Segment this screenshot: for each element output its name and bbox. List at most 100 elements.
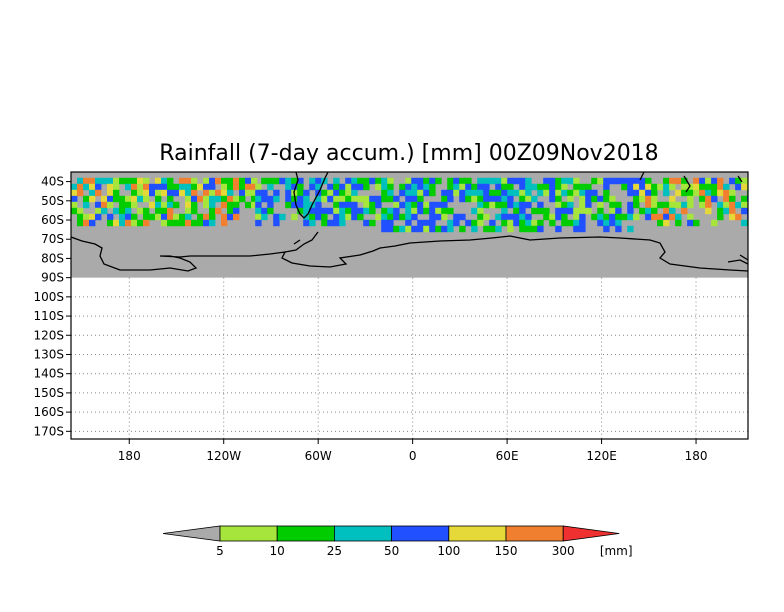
rain-cell <box>459 189 466 197</box>
rain-cell <box>675 177 682 185</box>
rain-cell <box>477 207 484 215</box>
x-tick-label: 180 <box>118 449 141 463</box>
rain-cell <box>227 177 234 185</box>
rain-cell <box>83 177 90 185</box>
rain-cell <box>453 177 460 185</box>
rain-cell <box>321 219 328 227</box>
rain-cell <box>699 183 706 191</box>
rain-cell <box>333 195 340 203</box>
rain-cell <box>567 201 574 209</box>
rain-cell <box>251 177 258 185</box>
rain-cell <box>453 219 460 227</box>
colorbar-box <box>333 525 392 542</box>
rain-cell <box>239 195 246 203</box>
chart-title: Rainfall (7-day accum.) [mm] 00Z09Nov201… <box>159 141 658 166</box>
rain-cell <box>137 189 144 197</box>
rain-cell <box>209 177 216 185</box>
rain-cell <box>113 183 120 191</box>
rain-cell <box>435 201 442 209</box>
y-tick-label: 110S <box>33 309 64 323</box>
rain-cell <box>179 177 186 185</box>
rain-cell <box>215 207 222 215</box>
rain-cell <box>233 213 240 221</box>
rain-cell <box>333 201 340 209</box>
y-tick-label: 100S <box>33 290 64 304</box>
rain-cell <box>363 207 370 215</box>
rain-cell <box>423 201 430 209</box>
rain-cell <box>333 213 340 221</box>
rain-cell <box>567 177 574 185</box>
rain-cell <box>525 219 532 227</box>
rain-cell <box>381 219 388 227</box>
rain-cell <box>161 177 168 185</box>
rain-cell <box>333 189 340 197</box>
rain-cell <box>711 177 718 185</box>
rain-cell <box>251 195 258 203</box>
rain-cell <box>447 195 454 203</box>
rain-cell <box>339 207 346 215</box>
rain-cell <box>261 195 268 203</box>
rain-cell <box>107 177 114 185</box>
rain-cell <box>663 189 670 197</box>
rain-cell <box>83 183 90 191</box>
rain-cell <box>447 189 454 197</box>
rain-cell <box>167 177 174 185</box>
rain-cell <box>573 183 580 191</box>
rain-cell <box>113 195 120 203</box>
rain-cell <box>471 195 478 203</box>
rain-cell <box>507 219 514 227</box>
rain-cell <box>513 177 520 185</box>
rain-cell <box>273 219 280 227</box>
rain-cell <box>561 183 568 191</box>
rain-cell <box>609 213 616 221</box>
rain-cell <box>525 213 532 221</box>
rain-cell <box>233 201 240 209</box>
rain-cell <box>221 189 228 197</box>
rain-cell <box>345 177 352 185</box>
rain-cell <box>531 195 538 203</box>
rain-cell <box>167 201 174 209</box>
rain-cell <box>429 225 436 233</box>
rain-cell <box>215 189 222 197</box>
rain-cell <box>167 183 174 191</box>
rain-cell <box>717 207 724 215</box>
rain-cell <box>387 207 394 215</box>
rain-cell <box>221 219 228 227</box>
colorbar-tick-label: 25 <box>327 544 342 558</box>
rain-cell <box>185 195 192 203</box>
rain-cell <box>297 195 304 203</box>
rain-cell <box>411 213 418 221</box>
rain-cell <box>125 213 132 221</box>
rain-cell <box>519 195 526 203</box>
rain-cell <box>393 201 400 209</box>
rain-cell <box>387 219 394 227</box>
rain-cell <box>255 183 262 191</box>
rain-cell <box>227 183 234 191</box>
rain-cell <box>423 189 430 197</box>
rain-cell <box>245 183 252 191</box>
rain-cell <box>333 207 340 215</box>
rain-cell <box>101 201 108 209</box>
colorbar-tick-label: 50 <box>384 544 399 558</box>
rain-cell <box>423 183 430 191</box>
rain-cell <box>399 183 406 191</box>
rain-cell <box>609 219 616 227</box>
rain-cell <box>465 219 472 227</box>
rain-cell <box>675 201 682 209</box>
rain-cell <box>585 207 592 215</box>
rain-cell <box>633 177 640 185</box>
rain-cell <box>215 195 222 203</box>
rain-cell <box>495 189 502 197</box>
rain-cell <box>77 219 84 227</box>
rain-cell <box>555 195 562 203</box>
rain-cell <box>149 183 156 191</box>
rain-cell <box>131 213 138 221</box>
rain-cell <box>705 207 712 215</box>
rain-cell <box>209 195 216 203</box>
rain-cell <box>185 207 192 215</box>
rain-cell <box>711 183 718 191</box>
rain-cell <box>597 195 604 203</box>
rain-cell <box>561 189 568 197</box>
rain-cell <box>561 201 568 209</box>
colorbar-under-triangle <box>162 525 221 542</box>
